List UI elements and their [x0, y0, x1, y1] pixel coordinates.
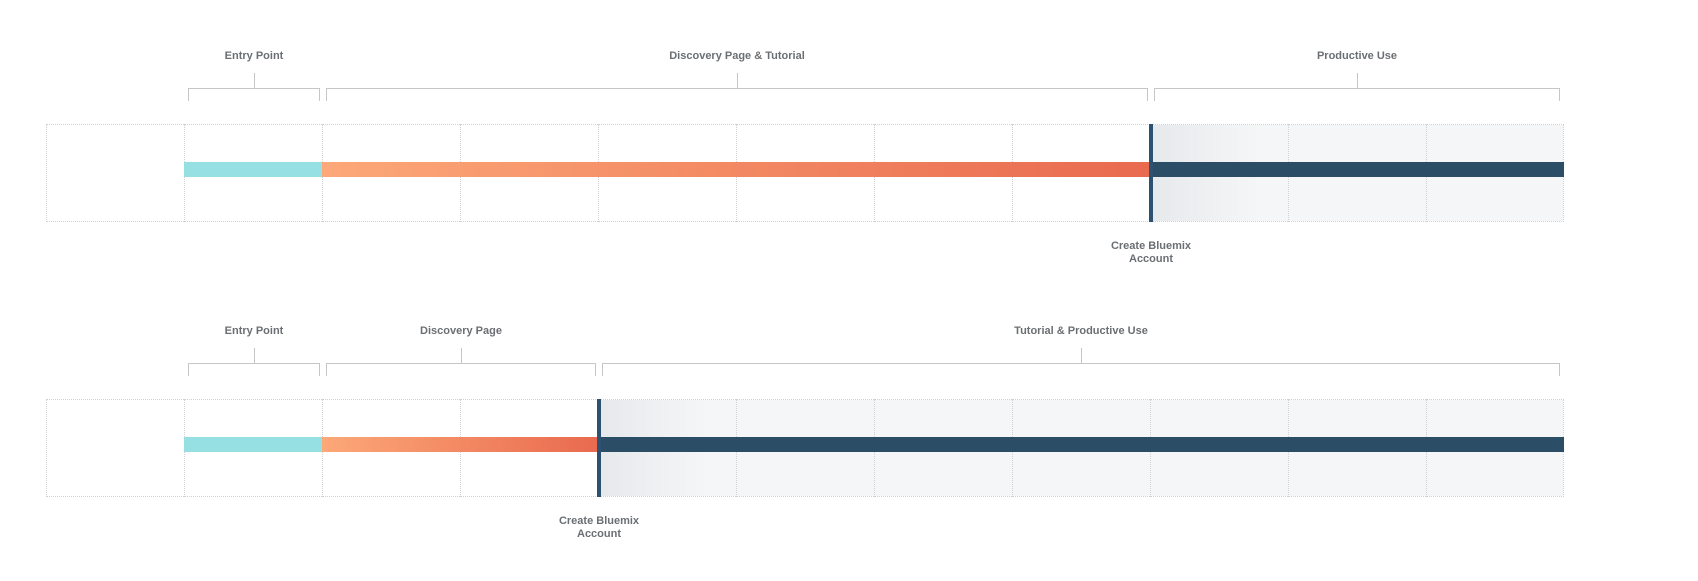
account-marker — [1149, 124, 1153, 222]
phase-label-productive: Productive Use — [1316, 50, 1398, 62]
bracket-tick-productive — [1081, 348, 1082, 363]
entry-bar — [184, 162, 322, 177]
phase-label-entry: Entry Point — [224, 325, 284, 337]
timeline-track — [46, 399, 1564, 497]
timeline-track — [46, 124, 1564, 222]
discovery-bar — [322, 437, 598, 452]
marker-label: Create Bluemix Account — [558, 515, 640, 540]
bracket-tick-entry — [254, 348, 255, 363]
phase-label-discovery: Discovery Page & Tutorial — [669, 50, 805, 62]
journey-diagram-2: Entry Point Discovery Page Tutorial & Pr… — [0, 315, 1698, 555]
bracket-discovery — [326, 88, 1148, 101]
bracket-tick-discovery — [737, 73, 738, 88]
phase-label-productive: Tutorial & Productive Use — [1014, 325, 1148, 337]
bracket-tick-entry — [254, 73, 255, 88]
phase-label-entry: Entry Point — [224, 50, 284, 62]
productive-bar — [598, 437, 1564, 452]
bracket-productive — [602, 363, 1560, 376]
account-marker — [597, 399, 601, 497]
bracket-discovery — [326, 363, 596, 376]
discovery-bar — [322, 162, 1150, 177]
bracket-tick-discovery — [461, 348, 462, 363]
bracket-entry — [188, 88, 320, 101]
marker-label: Create Bluemix Account — [1110, 240, 1192, 265]
bracket-productive — [1154, 88, 1560, 101]
entry-bar — [184, 437, 322, 452]
phase-label-discovery: Discovery Page — [420, 325, 502, 337]
bracket-entry — [188, 363, 320, 376]
productive-bar — [1150, 162, 1564, 177]
bracket-tick-productive — [1357, 73, 1358, 88]
journey-diagram-1: Entry Point Discovery Page & Tutorial Pr… — [0, 40, 1698, 280]
